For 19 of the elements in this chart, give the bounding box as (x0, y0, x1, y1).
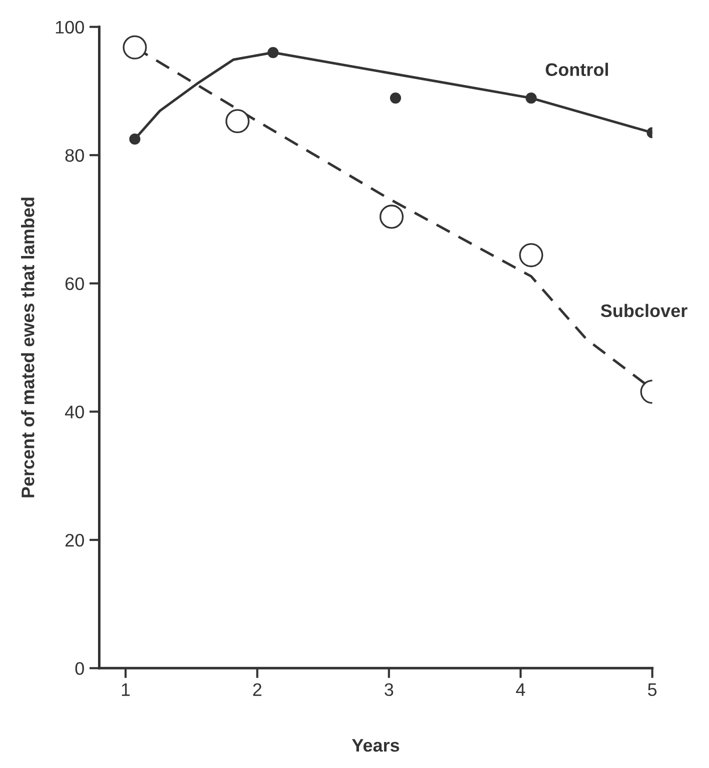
y-tick-label: 40 (65, 406, 84, 418)
x-tick-label: 3 (384, 683, 394, 696)
x-tick-label: 2 (253, 683, 262, 696)
y-tick-label: 100 (56, 20, 84, 34)
x-axis-title: Years (352, 739, 400, 752)
y-tick-label: 20 (66, 534, 84, 547)
series-label: Subclover (600, 304, 688, 318)
y-tick-label: 60 (66, 277, 84, 290)
point (129, 134, 140, 145)
series-label: Control (546, 62, 608, 76)
y-axis-title: Percent of mated ewes that lambed (21, 198, 34, 498)
point (390, 92, 402, 104)
x-tick-label: 5 (648, 683, 657, 696)
point (268, 46, 279, 58)
point (526, 92, 537, 104)
x-tick-label: 1 (122, 683, 130, 696)
y-tick-label: 80 (65, 149, 84, 162)
x-tick-label: 4 (516, 683, 526, 696)
y-tick-label: 0 (75, 662, 84, 675)
